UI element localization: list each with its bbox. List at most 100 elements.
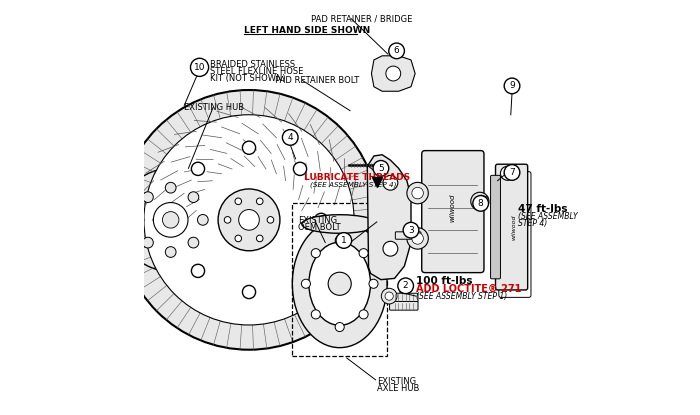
Circle shape [373, 161, 389, 176]
Circle shape [242, 286, 256, 299]
Circle shape [386, 66, 400, 81]
Circle shape [383, 176, 398, 190]
Text: KIT (NOT SHOWN): KIT (NOT SHOWN) [210, 73, 286, 83]
Text: ADD LOCTITE® 271: ADD LOCTITE® 271 [416, 284, 522, 294]
Circle shape [190, 58, 209, 76]
Circle shape [328, 272, 351, 295]
Text: 2: 2 [402, 281, 409, 290]
Text: PAD RETAINER BOLT: PAD RETAINER BOLT [275, 76, 359, 85]
Ellipse shape [309, 242, 370, 325]
Text: (SEE ASSEMBLY STEP 1): (SEE ASSEMBLY STEP 1) [416, 292, 507, 300]
Circle shape [119, 90, 379, 350]
Circle shape [382, 288, 397, 304]
Text: AXLE HUB: AXLE HUB [377, 384, 419, 393]
Text: wilwood: wilwood [450, 193, 456, 222]
Circle shape [143, 237, 153, 248]
Circle shape [256, 235, 263, 242]
FancyBboxPatch shape [390, 293, 418, 302]
Text: 1: 1 [341, 236, 346, 245]
Ellipse shape [293, 220, 387, 348]
Circle shape [389, 43, 405, 59]
Circle shape [218, 189, 280, 251]
Circle shape [312, 310, 321, 319]
Text: 4: 4 [288, 133, 293, 142]
Ellipse shape [302, 215, 377, 233]
Circle shape [407, 182, 428, 204]
Circle shape [197, 215, 208, 225]
Circle shape [314, 213, 328, 227]
Circle shape [412, 187, 424, 199]
Circle shape [504, 165, 520, 180]
Text: BRAIDED STAINLESS: BRAIDED STAINLESS [210, 59, 295, 68]
Circle shape [235, 235, 241, 242]
Circle shape [471, 192, 489, 210]
Circle shape [188, 237, 199, 248]
Circle shape [143, 192, 153, 203]
Circle shape [170, 213, 183, 227]
FancyBboxPatch shape [496, 164, 528, 290]
Text: STEP 4): STEP 4) [518, 219, 547, 228]
Circle shape [312, 249, 321, 258]
Circle shape [504, 78, 520, 94]
Text: 9: 9 [509, 81, 515, 90]
Circle shape [383, 241, 398, 256]
Text: 7: 7 [509, 168, 515, 177]
FancyBboxPatch shape [499, 172, 531, 298]
Circle shape [403, 222, 419, 238]
FancyBboxPatch shape [491, 176, 500, 279]
Text: 100 ft-lbs: 100 ft-lbs [416, 276, 472, 286]
Circle shape [119, 168, 222, 271]
Circle shape [191, 264, 204, 278]
Text: 5: 5 [378, 164, 384, 173]
Text: EXISTING HUB: EXISTING HUB [184, 103, 244, 112]
Text: (SEE ASSEMBLY: (SEE ASSEMBLY [518, 212, 578, 221]
Circle shape [475, 196, 485, 206]
FancyBboxPatch shape [395, 232, 421, 239]
Text: LUBRICATE THREADS: LUBRICATE THREADS [304, 173, 410, 182]
Text: 47 ft-lbs: 47 ft-lbs [518, 204, 568, 214]
Circle shape [267, 217, 274, 223]
Circle shape [369, 279, 378, 288]
Circle shape [144, 115, 354, 325]
Text: STEEL FLEXLINE HOSE: STEEL FLEXLINE HOSE [210, 66, 303, 76]
Circle shape [412, 233, 424, 244]
Polygon shape [372, 56, 415, 91]
Circle shape [473, 195, 489, 211]
Circle shape [165, 247, 176, 257]
Circle shape [504, 170, 511, 177]
Circle shape [239, 210, 259, 230]
Circle shape [302, 279, 310, 288]
Text: 10: 10 [194, 63, 205, 72]
Circle shape [293, 162, 307, 176]
Text: 8: 8 [478, 199, 484, 208]
Circle shape [165, 182, 176, 193]
Circle shape [335, 236, 344, 245]
Circle shape [407, 228, 428, 249]
Text: wilwood: wilwood [511, 214, 516, 240]
Circle shape [385, 292, 393, 300]
FancyBboxPatch shape [390, 301, 418, 310]
FancyBboxPatch shape [421, 151, 484, 273]
Circle shape [191, 162, 204, 176]
Polygon shape [368, 155, 411, 280]
Text: 6: 6 [393, 46, 400, 55]
Text: EXISTING: EXISTING [298, 216, 337, 225]
Text: 3: 3 [408, 226, 414, 234]
Circle shape [359, 249, 368, 258]
Circle shape [242, 141, 256, 154]
Circle shape [293, 264, 307, 278]
Text: PAD RETAINER / BRIDGE: PAD RETAINER / BRIDGE [311, 14, 412, 23]
Circle shape [224, 217, 231, 223]
Circle shape [235, 198, 241, 205]
Circle shape [398, 278, 414, 294]
Circle shape [359, 310, 368, 319]
Text: LEFT HAND SIDE SHOWN: LEFT HAND SIDE SHOWN [244, 26, 370, 35]
Circle shape [256, 198, 263, 205]
Circle shape [335, 322, 344, 332]
Circle shape [282, 129, 298, 145]
Text: EXISTING: EXISTING [377, 377, 416, 386]
Circle shape [133, 215, 144, 225]
Circle shape [153, 203, 188, 237]
Circle shape [188, 192, 199, 203]
Text: (SEE ASSEMBLY STEP 4): (SEE ASSEMBLY STEP 4) [309, 181, 396, 188]
